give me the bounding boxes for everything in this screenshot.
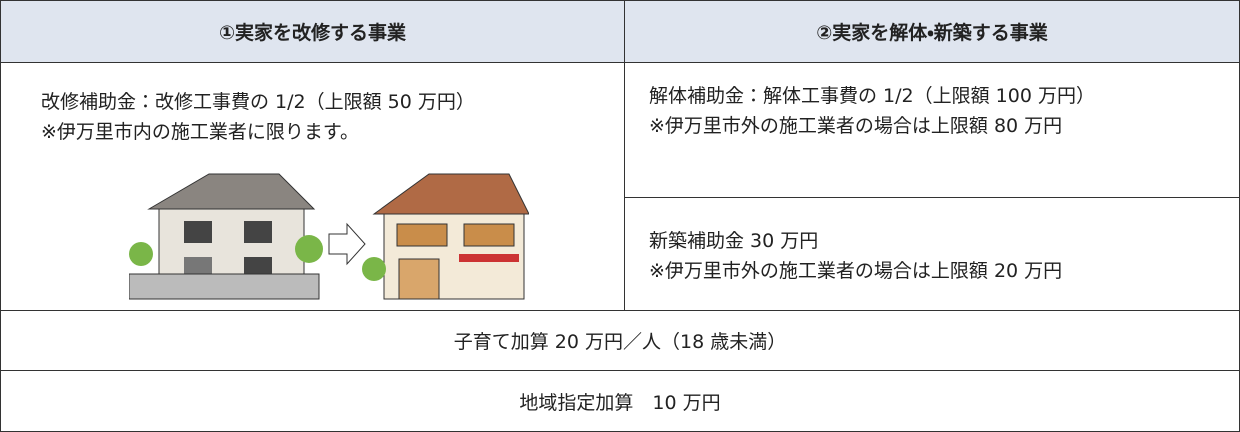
cell-text: 地域指定加算 10 万円: [519, 391, 721, 414]
header-cell: ①実家を改修する事業: [0, 0, 625, 63]
header-cell: ②実家を解体・新築する事業: [624, 0, 1240, 63]
child-bonus-cell: 子育て加算 20 万円／人（18 歳未満）: [0, 310, 1240, 371]
header-text: ①実家を改修する事業: [218, 22, 407, 44]
renovation-cell: 改修補助金：改修工事費の 1/2（上限額 50 万円） ※伊万里市内の施工業者に…: [0, 62, 625, 311]
cell-text: ※伊万里市外の施工業者の場合は上限額 20 万円: [649, 260, 1063, 282]
header-text: ②実家を解体・新築する事業: [816, 22, 1048, 44]
demolition-cell: 解体補助金：解体工事費の 1/2（上限額 100 万円） ※伊万里市外の施工業者…: [624, 62, 1240, 198]
cell-text: 解体補助金：解体工事費の 1/2（上限額 100 万円）: [649, 85, 1095, 107]
cell-text: 子育て加算 20 万円／人（18 歳未満）: [453, 331, 787, 353]
new-build-cell: 新築補助金 30 万円 ※伊万里市外の施工業者の場合は上限額 20 万円: [624, 197, 1240, 311]
cell-text: 改修補助金：改修工事費の 1/2（上限額 50 万円）: [41, 91, 475, 113]
cell-text: ※伊万里市内の施工業者に限ります。: [41, 121, 360, 143]
cell-text: 新築補助金 30 万円: [649, 230, 819, 252]
area-bonus-cell: 地域指定加算 10 万円: [0, 370, 1240, 432]
cell-text: ※伊万里市外の施工業者の場合は上限額 80 万円: [649, 115, 1063, 137]
house-illustration: [129, 173, 529, 300]
